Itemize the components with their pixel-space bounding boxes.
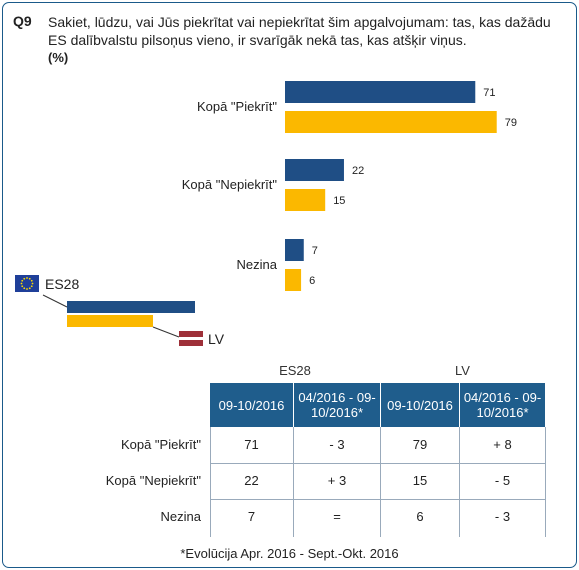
eu-star: [23, 287, 26, 290]
data-label: 6: [309, 275, 315, 287]
latvia-flag-stripe: [179, 337, 203, 340]
table-cell: - 5: [494, 473, 511, 488]
table-header-es28-current: 09-10/2016: [210, 383, 293, 427]
table-cell: 6: [416, 509, 424, 524]
question-text: Sakiet, lūdzu, vai Jūs piekrītat vai nep…: [48, 14, 551, 48]
bar-chart: Kopā "Piekrīt" 71 79 Kopā "Nepiekrīt" 22 15 Ne…: [15, 81, 517, 347]
data-label: 22: [352, 165, 364, 177]
legend-swatch-es28: [67, 301, 195, 313]
table-cell: 7: [247, 509, 256, 524]
table-divider: [210, 427, 211, 537]
table-cell: + 8: [493, 437, 512, 452]
legend-connector: [42, 294, 68, 308]
eu-flag-icon: [15, 275, 39, 292]
table-divider: [459, 427, 460, 537]
table-divider: [210, 463, 546, 464]
bar-lv: [285, 111, 497, 133]
unit-label: (%): [48, 50, 69, 65]
table-group-es28: ES28: [279, 363, 311, 378]
table-divider: [210, 499, 546, 500]
table-divider: [380, 427, 381, 537]
legend-connector: [152, 326, 180, 338]
eu-star: [31, 282, 34, 285]
bar-es28: [285, 81, 476, 103]
table-cell: - 3: [494, 509, 511, 524]
table-row-label: Nezina: [160, 509, 201, 524]
legend-label-es28: ES28: [45, 276, 79, 292]
table-divider: [293, 427, 294, 537]
data-label: 71: [483, 87, 495, 99]
eu-star: [26, 288, 28, 290]
eu-star: [30, 279, 33, 282]
question-number: Q9: [13, 13, 32, 29]
data-label: 79: [505, 117, 517, 129]
category-label: Kopā "Piekrīt": [197, 99, 277, 114]
table-row-label: Kopā "Nepiekrīt": [105, 473, 201, 488]
data-label: 15: [333, 195, 345, 207]
table-cell: =: [333, 509, 341, 524]
legend-swatch-lv: [67, 315, 153, 327]
table-divider: [545, 427, 546, 537]
table-row-label: Kopā "Piekrīt": [120, 437, 201, 452]
bar-es28: [285, 239, 304, 261]
table-header-es28-evolution: 04/2016 - 09-10/2016*: [294, 383, 380, 427]
data-label: 7: [312, 245, 318, 257]
footnote: *Evolūcija Apr. 2016 - Sept.-Okt. 2016: [180, 546, 399, 561]
table-header-lv-evolution: 04/2016 - 09-10/2016*: [460, 383, 545, 427]
bar-lv: [285, 269, 302, 291]
eu-star: [28, 287, 31, 290]
eu-star: [30, 285, 33, 288]
bar-es28: [285, 159, 344, 181]
table-cell: 71: [244, 437, 259, 452]
category-label: Nezina: [237, 257, 278, 272]
table-cell: 22: [244, 473, 259, 488]
eu-star: [23, 277, 26, 280]
category-label: Kopā "Nepiekrīt": [182, 177, 278, 192]
eu-star: [26, 277, 28, 279]
table-cell: 79: [412, 437, 428, 452]
eu-star: [21, 285, 24, 288]
bar-lv: [285, 189, 326, 211]
eu-star: [28, 277, 31, 280]
eu-star: [21, 279, 24, 282]
eu-star: [20, 282, 23, 285]
table-header-lv-current: 09-10/2016: [381, 383, 459, 427]
table-cell: - 3: [329, 437, 345, 452]
table-cell: 15: [412, 473, 428, 488]
table-group-lv: LV: [455, 363, 470, 378]
table-cell: + 3: [327, 473, 347, 488]
legend-label-lv: LV: [208, 331, 225, 347]
